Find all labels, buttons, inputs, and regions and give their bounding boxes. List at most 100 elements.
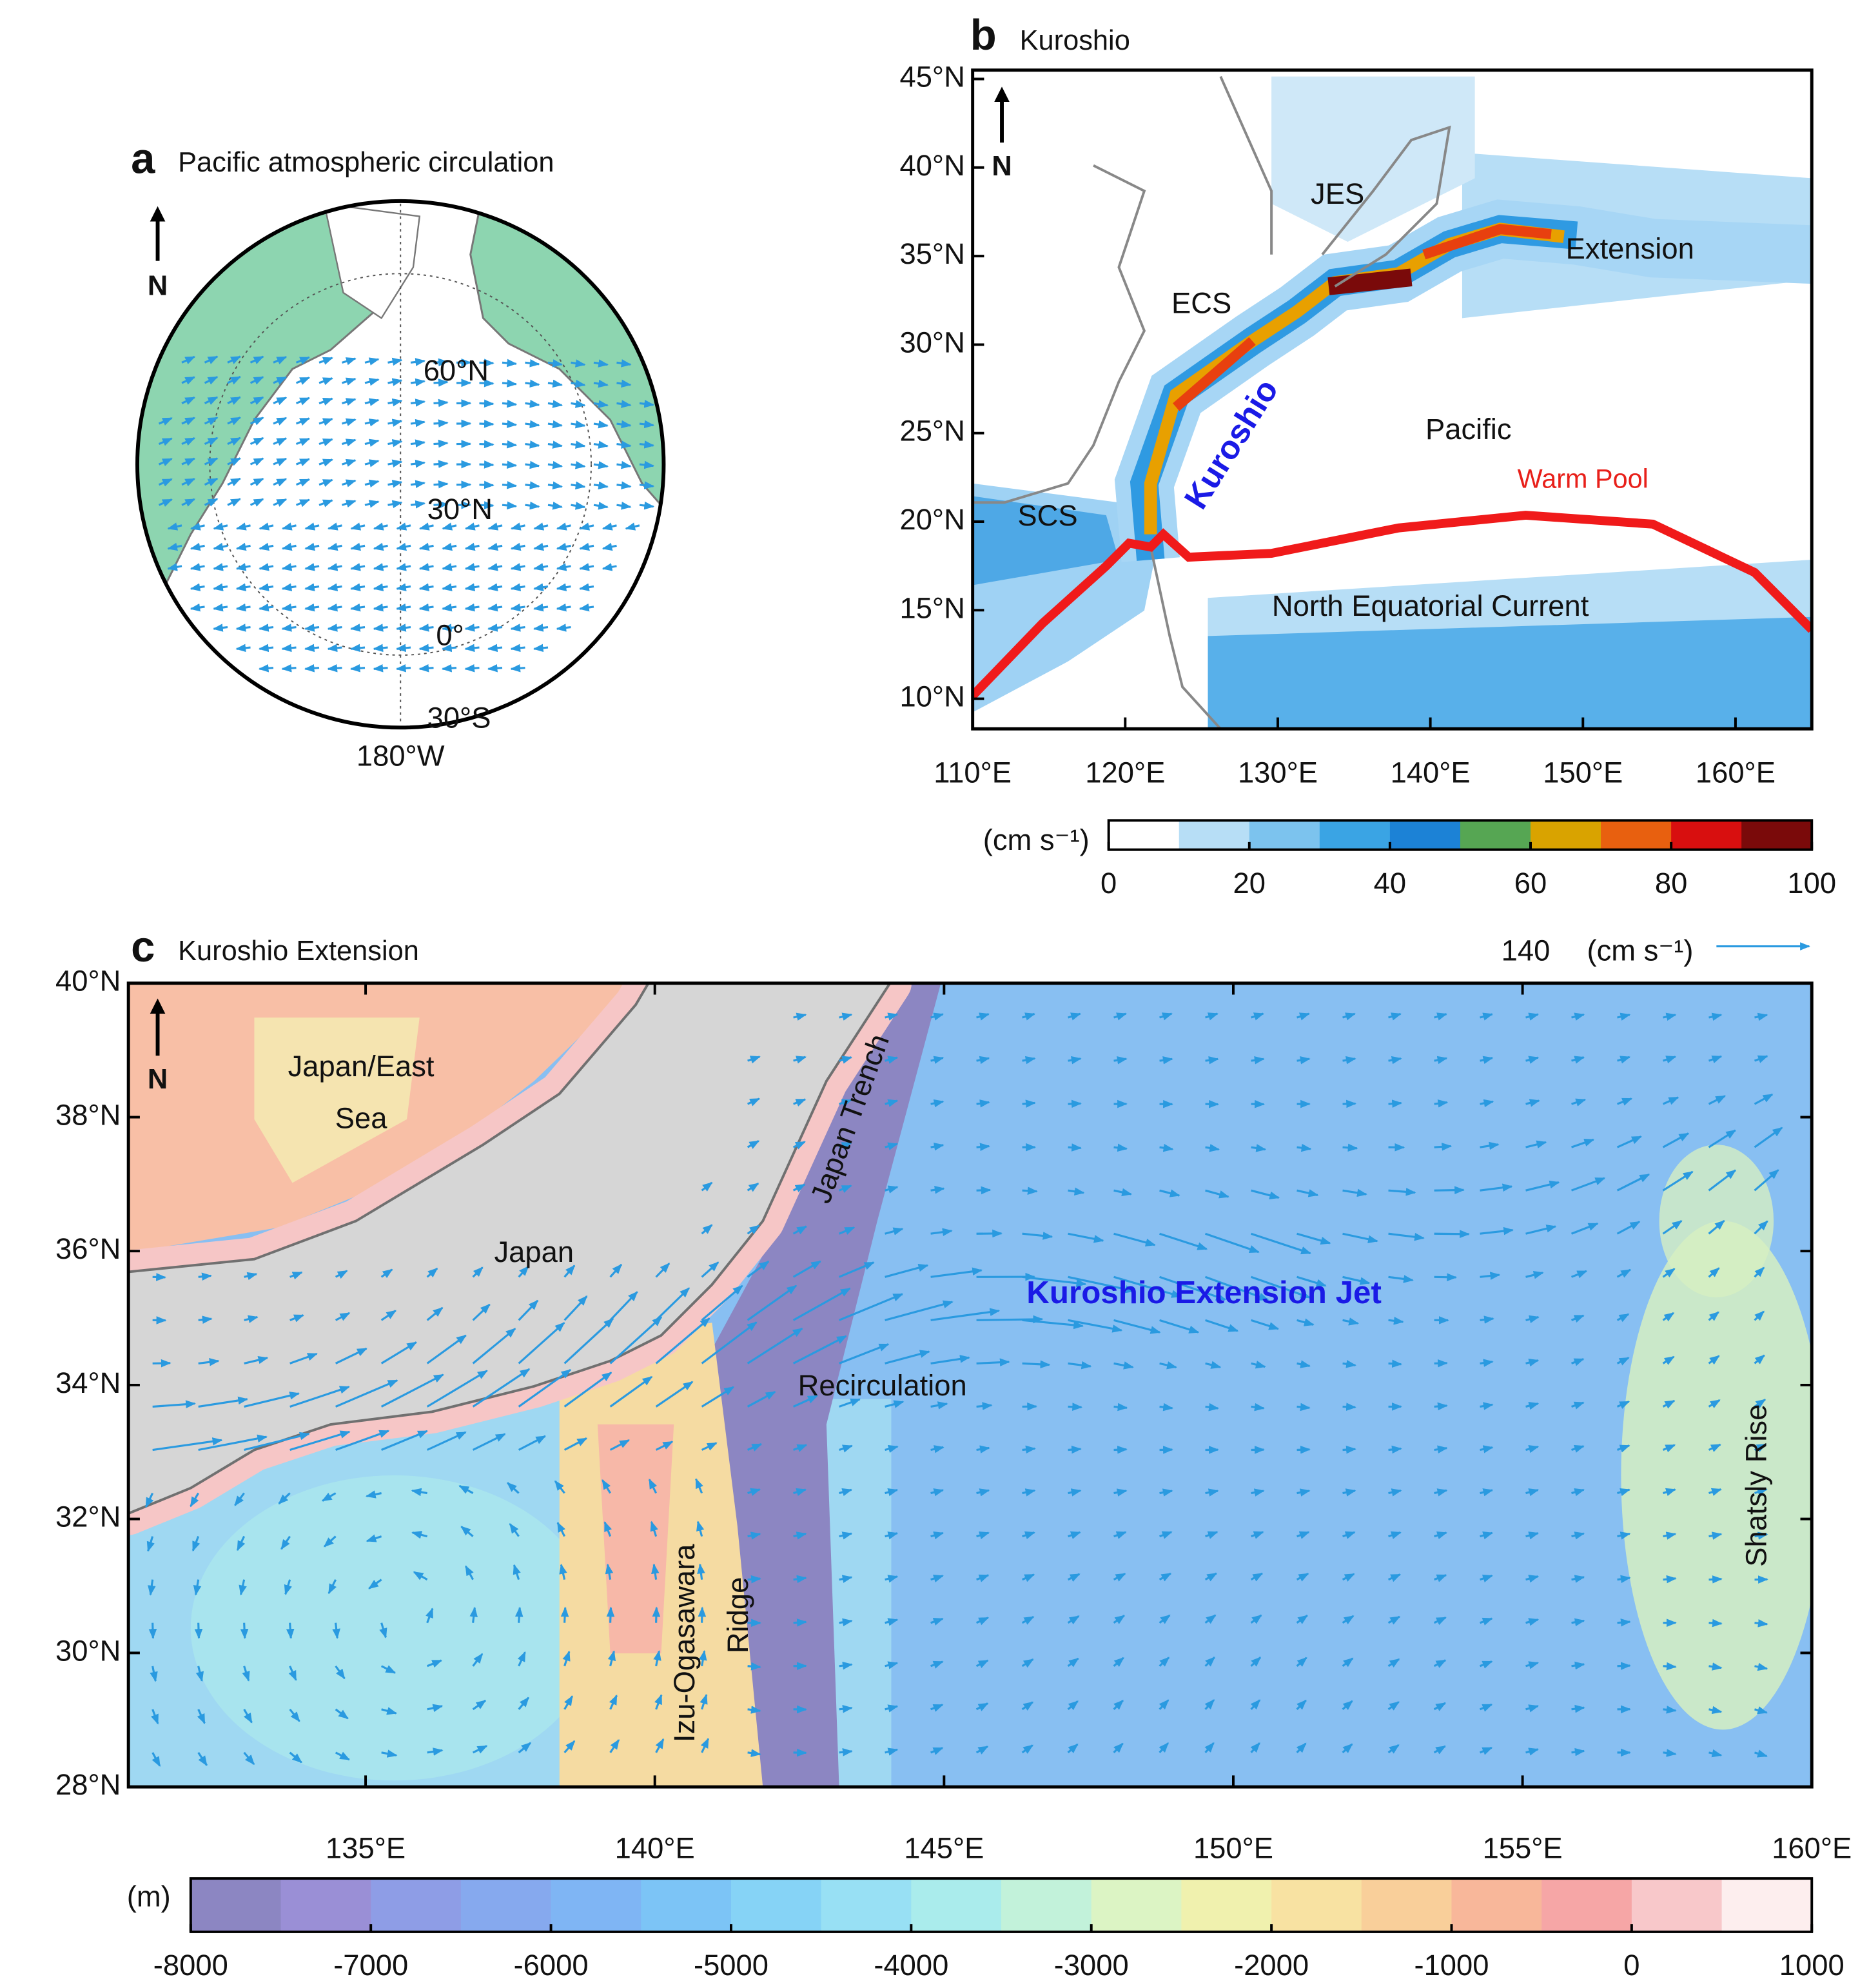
flow-vector	[1205, 1144, 1220, 1152]
flow-vector	[571, 502, 586, 510]
x-tick-label: 110°E	[934, 756, 1012, 789]
flow-vector	[571, 460, 586, 469]
colorbar-segment	[280, 1878, 372, 1932]
flow-vector	[332, 1622, 340, 1639]
flow-vector	[563, 1437, 588, 1451]
flow-vector	[304, 664, 320, 673]
flow-vector	[1571, 1314, 1585, 1323]
flow-vector	[1021, 1701, 1034, 1711]
x-tick-label: 150°E	[1543, 756, 1623, 789]
flow-vector	[418, 664, 434, 673]
flow-vector	[464, 644, 480, 653]
flow-vector	[976, 1143, 990, 1151]
flow-vector	[1297, 1488, 1311, 1497]
flow-vector	[547, 379, 563, 388]
flow-vector	[1708, 1662, 1723, 1671]
flow-vector	[1205, 1402, 1219, 1412]
flow-vector	[289, 1271, 303, 1280]
flow-vector	[289, 1430, 351, 1452]
flow-vector	[396, 542, 411, 551]
flow-vector	[609, 1316, 663, 1364]
flow-vector	[198, 1396, 249, 1408]
flow-vector	[976, 1531, 990, 1540]
flow-vector	[533, 542, 549, 551]
flow-vector	[1388, 1531, 1402, 1539]
flow-vector	[198, 1315, 213, 1324]
flow-vector	[327, 603, 342, 612]
flow-vector	[793, 1056, 807, 1064]
flow-vector	[593, 420, 609, 429]
flow-vector	[556, 563, 571, 571]
flow-vector	[1113, 1056, 1128, 1065]
x-tick-label: 140°E	[615, 1832, 695, 1865]
flow-vector	[1434, 1402, 1448, 1411]
flow-vector	[1250, 1742, 1260, 1753]
flow-vector	[1525, 1704, 1540, 1713]
flow-vector	[1113, 1319, 1161, 1334]
flow-vector	[295, 478, 311, 487]
flow-vector	[747, 1182, 759, 1192]
flow-vector	[976, 1574, 990, 1582]
flow-vector	[616, 481, 632, 489]
flow-vector	[930, 1056, 944, 1064]
flow-vector	[212, 624, 228, 632]
flow-vector	[975, 1702, 989, 1711]
flow-vector	[464, 563, 480, 571]
flow-vector	[1617, 1618, 1631, 1627]
colorbar-segment	[1631, 1878, 1723, 1932]
flow-vector	[1571, 1575, 1585, 1583]
flow-vector	[1434, 1099, 1449, 1108]
flow-vector	[1205, 1319, 1239, 1332]
flow-vector	[387, 500, 403, 509]
flow-vector	[1571, 1661, 1585, 1670]
flow-vector	[1068, 1531, 1081, 1539]
flow-vector	[578, 603, 594, 612]
flow-vector	[1113, 1742, 1124, 1753]
flow-vector	[1387, 1573, 1402, 1582]
flow-vector	[395, 603, 411, 612]
flow-vector	[1388, 1099, 1403, 1108]
flow-vector	[1387, 1658, 1400, 1668]
flow-vector	[152, 1752, 161, 1767]
flow-vector	[250, 498, 264, 507]
flow-vector	[1068, 1056, 1082, 1065]
flow-vector	[975, 1659, 989, 1668]
colorbar-segment	[1108, 820, 1180, 850]
flow-vector	[507, 1482, 520, 1494]
flow-vector	[1754, 1531, 1768, 1540]
flow-vector	[1708, 1531, 1723, 1540]
flow-vector	[792, 1225, 807, 1235]
colorbar-segment	[1671, 820, 1743, 850]
flow-vector	[1021, 1616, 1035, 1625]
flow-vector	[190, 1492, 200, 1508]
flow-vector	[556, 542, 571, 551]
flow-vector	[487, 522, 503, 531]
colorbar-segment	[641, 1878, 732, 1932]
flow-vector	[1113, 1700, 1124, 1710]
flow-vector	[328, 1579, 337, 1595]
flow-vector	[472, 1745, 488, 1754]
flow-vector	[411, 1488, 427, 1497]
colorbar-segment	[1451, 1878, 1543, 1932]
colorbar-frame	[189, 1877, 1814, 1933]
flow-vector	[1022, 1186, 1038, 1196]
flow-vector	[373, 603, 388, 612]
flow-vector	[364, 418, 380, 427]
flow-vector	[655, 1441, 674, 1451]
flow-vector	[1708, 1575, 1723, 1584]
flow-vector	[1205, 1056, 1219, 1065]
flow-vector	[1297, 1275, 1327, 1287]
flow-vector	[1342, 1143, 1358, 1152]
annotation: Recirculation	[798, 1369, 967, 1402]
flow-vector	[427, 1704, 444, 1712]
flow-vector	[1113, 1402, 1128, 1412]
flow-vector	[373, 522, 388, 531]
flow-vector	[1708, 1443, 1721, 1452]
flow-vector	[181, 457, 196, 466]
flow-vector	[1571, 1012, 1585, 1021]
flow-vector	[195, 1666, 204, 1682]
flow-vector	[472, 1433, 506, 1451]
flow-vector	[350, 563, 366, 571]
flow-vector	[616, 359, 632, 368]
flow-vector	[1251, 1232, 1311, 1255]
